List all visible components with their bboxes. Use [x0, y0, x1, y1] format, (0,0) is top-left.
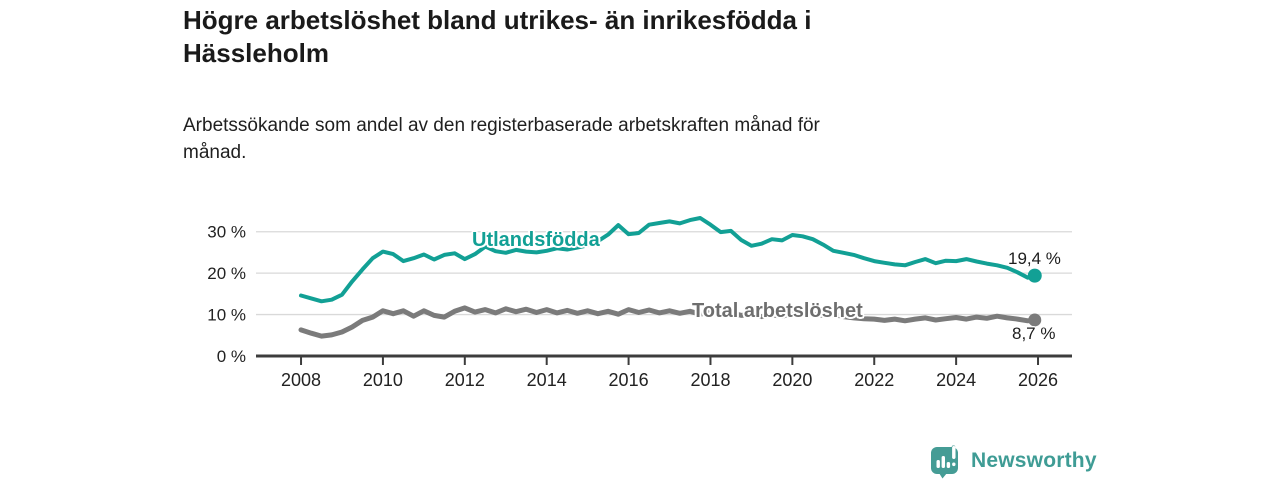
x-tick-label: 2022: [854, 370, 894, 390]
chart-subtitle: Arbetssökande som andel av den registerb…: [183, 112, 1083, 166]
y-tick-label: 30 %: [207, 223, 246, 242]
y-tick-label: 20 %: [207, 264, 246, 283]
x-tick-label: 2012: [445, 370, 485, 390]
newsworthy-logo-text: Newsworthy: [971, 449, 1097, 472]
series-label-total-arbetsloshet: Total arbetslöshet: [692, 300, 863, 322]
y-tick-label: 10 %: [207, 306, 246, 325]
x-tick-label: 2014: [527, 370, 567, 390]
series-line-utlandsfodda: [299, 216, 1037, 304]
newsworthy-logo: Newsworthy: [930, 443, 1097, 479]
x-tick-label: 2010: [363, 370, 403, 390]
line-chart-area: 0 % 10 % 20 % 30 % 2008 2010 2012 2014 2016 2018 2…: [180, 200, 1140, 410]
end-dot-total: [1028, 313, 1042, 327]
end-dot-utlandsfodda: [1027, 268, 1042, 283]
x-tick-label: 2018: [690, 370, 730, 390]
x-tick-label: 2026: [1018, 370, 1058, 390]
line-chart: 0 % 10 % 20 % 30 % 2008 2010 2012 2014 2016 2018 2…: [207, 216, 1072, 390]
end-value-utlandsfodda: 19,4 %: [1008, 249, 1061, 268]
x-tick-label: 2016: [609, 370, 649, 390]
title-line-2: Hässleholm: [183, 38, 329, 68]
title-line-1: Högre arbetslöshet bland utrikes- än inr…: [183, 5, 812, 35]
subtitle-line-2: månad.: [183, 142, 247, 163]
x-tick-label: 2008: [281, 370, 321, 390]
x-tick-label: 2020: [772, 370, 812, 390]
y-tick-label: 0 %: [217, 347, 246, 366]
page-title: Högre arbetslöshet bland utrikes- än inr…: [183, 4, 1163, 70]
newsworthy-logo-icon: [931, 445, 958, 479]
end-value-total: 8,7 %: [1012, 324, 1056, 343]
subtitle-line-1: Arbetssökande som andel av den registerb…: [183, 115, 820, 136]
series-line-total: [298, 305, 1038, 339]
series-label-utlandsfodda: Utlandsfödda: [472, 229, 600, 251]
x-tick-label: 2024: [936, 370, 976, 390]
